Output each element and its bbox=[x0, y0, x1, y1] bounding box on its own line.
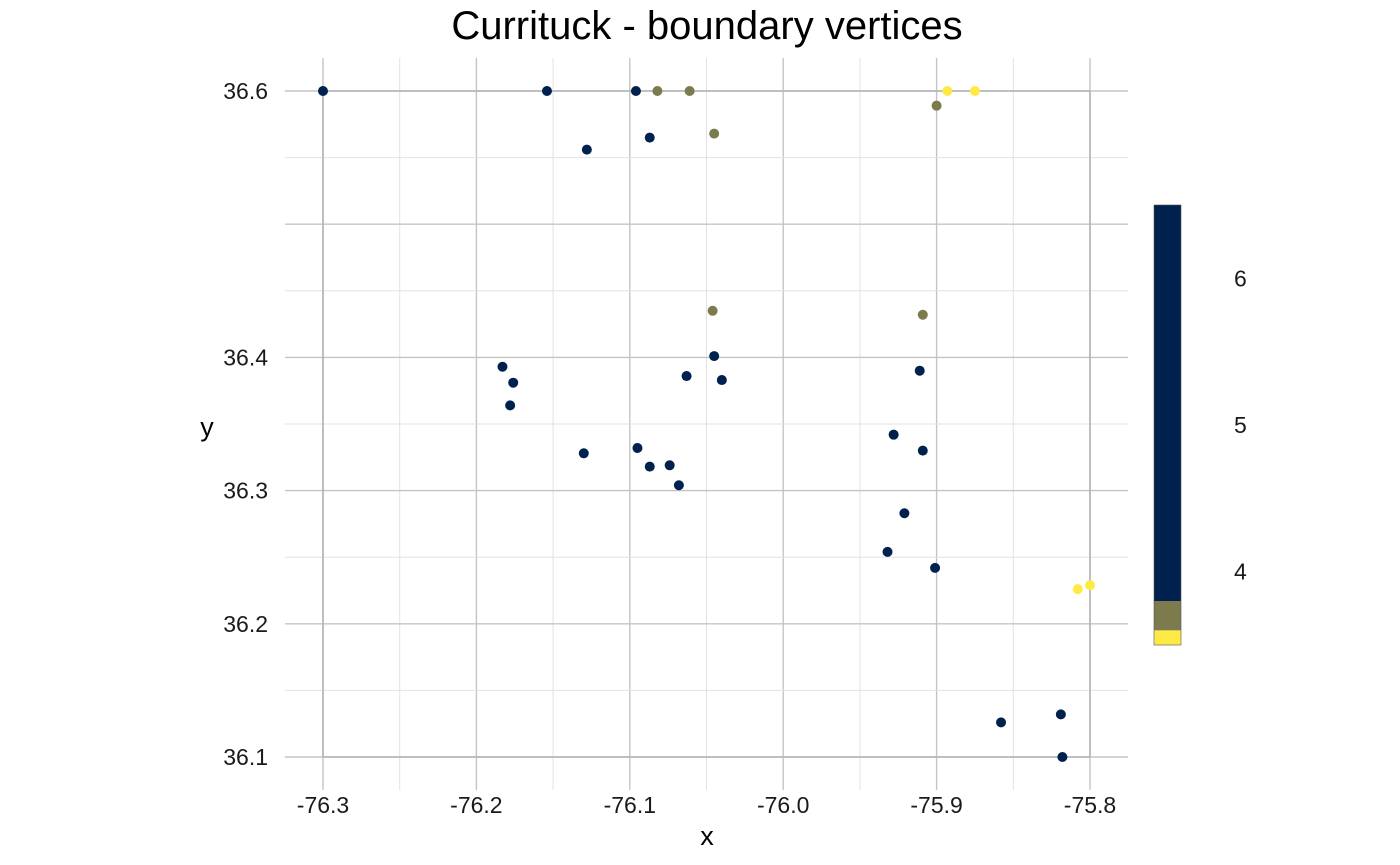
y-tick-label: 36.6 bbox=[223, 78, 268, 104]
y-tick-label: 36.4 bbox=[223, 344, 268, 370]
y-tick-label: 36.2 bbox=[223, 611, 268, 637]
colorbar-tick-label: 6 bbox=[1234, 265, 1247, 291]
data-point bbox=[505, 400, 516, 411]
x-tick-label: -76.3 bbox=[297, 792, 349, 818]
data-point bbox=[914, 365, 925, 376]
x-axis-title: x bbox=[700, 821, 714, 851]
y-axis-title: y bbox=[200, 412, 214, 442]
data-point bbox=[578, 448, 589, 459]
plot-frame bbox=[322, 90, 1091, 758]
data-point bbox=[899, 508, 910, 519]
data-point bbox=[931, 100, 942, 111]
data-point bbox=[930, 562, 941, 573]
data-point bbox=[652, 86, 663, 96]
x-axis-ticks: -76.3 -76.2 -76.1 -76.0 -75.9 -75.8 bbox=[297, 792, 1116, 818]
data-point bbox=[716, 375, 727, 386]
colorbar-band bbox=[1154, 205, 1181, 601]
data-point bbox=[684, 86, 695, 96]
colorbar-tick-label: 4 bbox=[1234, 559, 1247, 585]
data-point bbox=[541, 86, 552, 96]
data-point bbox=[888, 429, 899, 440]
x-tick-label: -76.2 bbox=[450, 792, 502, 818]
chart-title: Currituck - boundary vertices bbox=[451, 4, 962, 48]
data-point bbox=[508, 377, 519, 388]
data-point bbox=[1055, 709, 1066, 720]
data-point bbox=[1085, 580, 1095, 591]
data-point bbox=[917, 309, 928, 320]
y-axis-ticks: 36.1 36.2 36.3 36.4 36.6 bbox=[223, 78, 268, 770]
data-point bbox=[664, 460, 675, 471]
data-point bbox=[1072, 584, 1083, 595]
data-point bbox=[581, 144, 592, 155]
data-point bbox=[632, 442, 643, 453]
data-point bbox=[673, 480, 684, 491]
data-point bbox=[709, 351, 720, 362]
data-point bbox=[709, 128, 720, 139]
data-point bbox=[1057, 752, 1068, 762]
colorbar-legend: 4 5 6 bbox=[1153, 204, 1247, 646]
data-point bbox=[917, 445, 928, 456]
colorbar-tick-label: 5 bbox=[1234, 412, 1247, 438]
colorbar-outline bbox=[1153, 204, 1182, 646]
colorbar-band bbox=[1154, 601, 1181, 631]
data-point bbox=[707, 305, 718, 316]
x-tick-label: -75.9 bbox=[910, 792, 962, 818]
data-point bbox=[497, 361, 508, 372]
data-point bbox=[630, 86, 641, 96]
data-point bbox=[681, 371, 692, 382]
data-points bbox=[318, 86, 1095, 762]
grid-lines bbox=[285, 58, 1128, 790]
data-point bbox=[644, 461, 655, 472]
colorbar-band bbox=[1154, 630, 1181, 645]
x-tick-label: -76.1 bbox=[604, 792, 656, 818]
data-point bbox=[942, 86, 953, 96]
data-point bbox=[318, 86, 328, 96]
y-tick-label: 36.3 bbox=[223, 478, 268, 504]
data-point bbox=[969, 86, 980, 96]
x-tick-label: -75.8 bbox=[1064, 792, 1116, 818]
data-point bbox=[996, 717, 1007, 728]
x-tick-label: -76.0 bbox=[757, 792, 809, 818]
y-tick-label: 36.1 bbox=[223, 744, 268, 770]
data-point bbox=[644, 132, 655, 143]
data-point bbox=[882, 546, 893, 557]
